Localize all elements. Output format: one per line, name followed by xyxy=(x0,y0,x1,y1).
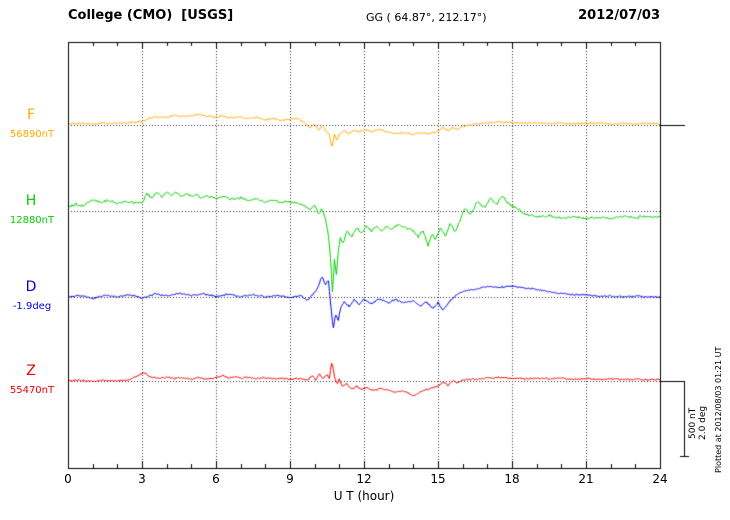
trace-baseline-value-f: 56890nT xyxy=(9,129,55,140)
trace-baseline-value-h: 12880nT xyxy=(9,215,55,226)
x-tick-label: 15 xyxy=(430,472,446,486)
gg-coordinates: GG ( 64.87°, 212.17°) xyxy=(366,11,487,24)
x-tick-label: 12 xyxy=(356,472,372,486)
trace-label-f: F xyxy=(26,107,36,123)
x-tick-label: 18 xyxy=(504,472,520,486)
x-tick-label: 21 xyxy=(578,472,594,486)
scale-bar-deg-label: 2.0 deg xyxy=(698,405,708,441)
trace-label-d: D xyxy=(25,279,37,295)
x-tick-label: 24 xyxy=(652,472,668,486)
plotted-timestamp: Plotted at 2012/08/03 01:21 UT xyxy=(714,346,723,473)
trace-label-h: H xyxy=(25,193,37,209)
date-label: 2012/07/03 xyxy=(578,8,660,23)
station-title: College (CMO) [USGS] xyxy=(68,8,234,23)
x-axis-ticks: 0 3 6 9 12 15 18 21 24 xyxy=(0,472,730,488)
trace-baseline-value-d: -1.9deg xyxy=(12,301,52,312)
x-tick-label: 3 xyxy=(138,472,146,486)
x-tick-label: 6 xyxy=(212,472,220,486)
x-axis-title: U T (hour) xyxy=(333,489,395,503)
trace-label-z: Z xyxy=(26,363,36,379)
scale-bar-nt-label: 500 nT xyxy=(688,407,698,439)
x-tick-label: 9 xyxy=(286,472,294,486)
trace-baseline-value-z: 55470nT xyxy=(9,385,55,396)
scale-bar-label: 500 nT 2.0 deg xyxy=(688,388,708,458)
x-tick-label: 0 xyxy=(64,472,72,486)
